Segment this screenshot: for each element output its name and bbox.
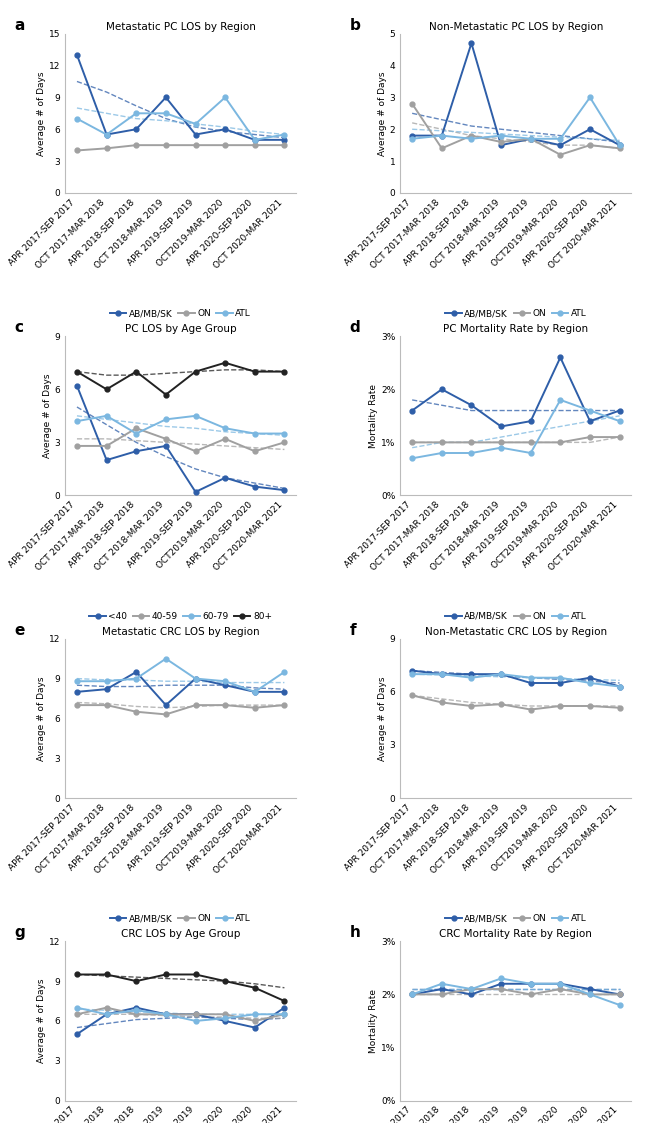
Y-axis label: Average # of Days: Average # of Days	[43, 374, 51, 458]
Legend: AB/MB/SK, ON, ATL: AB/MB/SK, ON, ATL	[442, 305, 590, 322]
Title: CRC Mortality Rate by Region: CRC Mortality Rate by Region	[439, 929, 592, 939]
Y-axis label: Average # of Days: Average # of Days	[37, 978, 46, 1063]
Y-axis label: Average # of Days: Average # of Days	[37, 71, 46, 156]
Legend: AB/MB/SK, ON, ATL: AB/MB/SK, ON, ATL	[442, 609, 590, 624]
Y-axis label: Mortality Rate: Mortality Rate	[369, 989, 378, 1053]
Title: Non-Metastatic PC LOS by Region: Non-Metastatic PC LOS by Region	[429, 21, 603, 31]
Title: Metastatic CRC LOS by Region: Metastatic CRC LOS by Region	[102, 627, 260, 637]
Legend: AB/MB/SK, ON, ATL: AB/MB/SK, ON, ATL	[107, 305, 255, 322]
Text: g: g	[14, 925, 25, 940]
Text: e: e	[14, 623, 25, 638]
Legend: AB/MB/SK, ON, ATL: AB/MB/SK, ON, ATL	[442, 911, 590, 926]
Text: h: h	[350, 925, 360, 940]
Text: f: f	[350, 623, 356, 638]
Title: PC Mortality Rate by Region: PC Mortality Rate by Region	[443, 325, 589, 334]
Text: c: c	[14, 320, 23, 336]
Title: PC LOS by Age Group: PC LOS by Age Group	[125, 325, 236, 334]
Y-axis label: Average # of Days: Average # of Days	[378, 676, 387, 760]
Legend: <40, 40-59, 60-79, 80+: <40, 40-59, 60-79, 80+	[86, 609, 275, 624]
Title: CRC LOS by Age Group: CRC LOS by Age Group	[121, 929, 240, 939]
Legend: AB/MB/SK, ON, ATL: AB/MB/SK, ON, ATL	[107, 911, 255, 926]
Title: Non-Metastatic CRC LOS by Region: Non-Metastatic CRC LOS by Region	[425, 627, 607, 637]
Y-axis label: Mortality Rate: Mortality Rate	[369, 384, 378, 448]
Text: a: a	[14, 18, 25, 33]
Title: Metastatic PC LOS by Region: Metastatic PC LOS by Region	[105, 21, 256, 31]
Y-axis label: Average # of Days: Average # of Days	[378, 71, 387, 156]
Y-axis label: Average # of Days: Average # of Days	[37, 676, 46, 760]
Text: d: d	[350, 320, 360, 336]
Text: b: b	[350, 18, 360, 33]
